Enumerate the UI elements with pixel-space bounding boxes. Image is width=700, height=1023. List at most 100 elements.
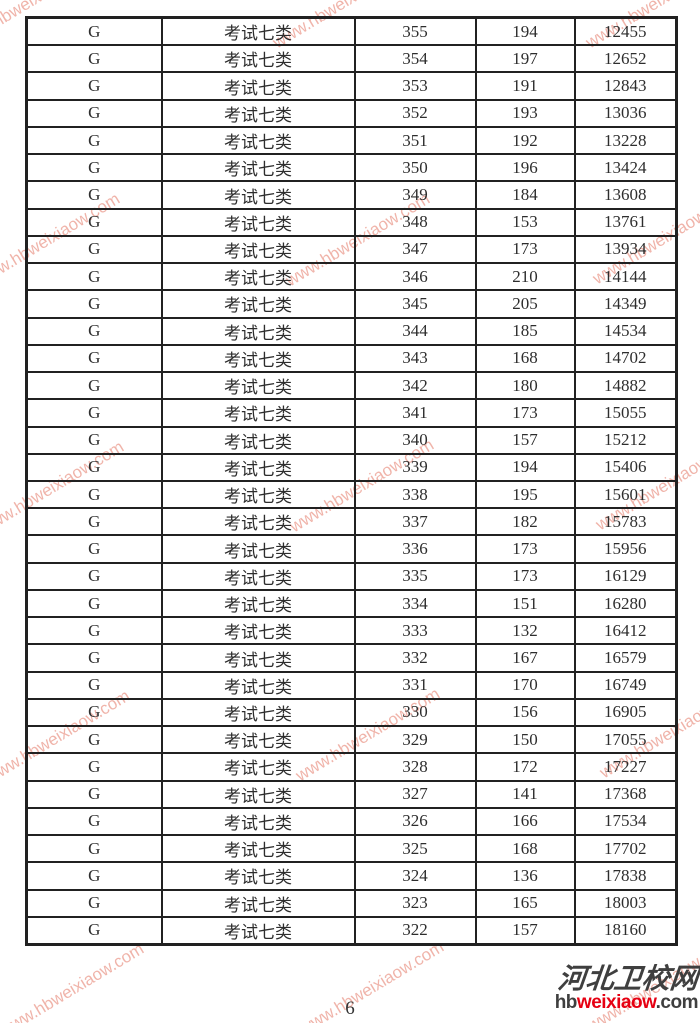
cell-group: G: [25, 316, 163, 346]
logo-domain: hbweixiaow.com: [554, 992, 699, 1014]
cell-score: 333: [353, 616, 477, 646]
cell-group: G: [25, 752, 163, 782]
table-row: G 考试七类 327 141 17368: [25, 779, 678, 809]
cell-group: G: [25, 262, 163, 292]
cell-score: 354: [353, 44, 477, 74]
logo-domain-prefix: hb: [554, 992, 578, 1014]
cell-cumulative: 17055: [573, 725, 678, 755]
cell-count: 184: [474, 180, 576, 210]
cell-group: G: [25, 806, 163, 837]
cell-score: 335: [353, 561, 477, 591]
cell-score: 347: [353, 234, 477, 265]
cell-score: 339: [353, 452, 477, 482]
cell-cumulative: 12652: [573, 44, 678, 74]
cell-group: G: [25, 289, 163, 319]
cell-score: 350: [353, 153, 477, 183]
cell-category: 考试七类: [160, 425, 356, 455]
cell-category: 考试七类: [160, 452, 356, 482]
cell-score: 340: [353, 425, 477, 455]
table-row: G 考试七类 336 173 15956: [25, 534, 678, 564]
logo-domain-suffix: .com: [655, 992, 699, 1014]
cell-count: 153: [474, 207, 576, 237]
cell-group: G: [25, 125, 163, 156]
cell-count: 156: [474, 697, 576, 728]
cell-score: 329: [353, 725, 477, 755]
cell-score: 349: [353, 180, 477, 210]
cell-count: 173: [474, 534, 576, 564]
cell-group: G: [25, 888, 163, 918]
cell-category: 考试七类: [160, 479, 356, 510]
cell-count: 157: [474, 915, 576, 946]
cell-category: 考试七类: [160, 534, 356, 564]
cell-count: 180: [474, 371, 576, 401]
cell-category: 考试七类: [160, 234, 356, 265]
cell-group: G: [25, 153, 163, 183]
cell-group: G: [25, 371, 163, 401]
cell-group: G: [25, 588, 163, 619]
cell-count: 205: [474, 289, 576, 319]
cell-cumulative: 17368: [573, 779, 678, 809]
cell-category: 考试七类: [160, 153, 356, 183]
cell-count: 166: [474, 806, 576, 837]
cell-cumulative: 18160: [573, 915, 678, 946]
score-table: G 考试七类 355 194 12455 G 考试七类 354 197 12652 G 考试七类 353…: [25, 16, 678, 946]
cell-cumulative: 17838: [573, 861, 678, 891]
table-row: G 考试七类 354 197 12652: [25, 44, 678, 74]
cell-group: G: [25, 534, 163, 564]
cell-score: 344: [353, 316, 477, 346]
cell-count: 132: [474, 616, 576, 646]
cell-category: 考试七类: [160, 16, 356, 47]
table-row: G 考试七类 331 170 16749: [25, 670, 678, 700]
table-row: G 考试七类 329 150 17055: [25, 725, 678, 755]
cell-score: 342: [353, 371, 477, 401]
cell-cumulative: 16412: [573, 616, 678, 646]
cell-cumulative: 14702: [573, 343, 678, 374]
cell-category: 考试七类: [160, 125, 356, 156]
table-row: G 考试七类 342 180 14882: [25, 371, 678, 401]
score-table-body: G 考试七类 355 194 12455 G 考试七类 354 197 12652 G 考试七类 353…: [25, 16, 678, 946]
cell-cumulative: 14349: [573, 289, 678, 319]
cell-category: 考试七类: [160, 779, 356, 809]
cell-category: 考试七类: [160, 888, 356, 918]
cell-category: 考试七类: [160, 316, 356, 346]
table-row: G 考试七类 337 182 15783: [25, 507, 678, 537]
cell-count: 136: [474, 861, 576, 891]
cell-category: 考试七类: [160, 806, 356, 837]
cell-cumulative: 14144: [573, 262, 678, 292]
cell-cumulative: 15406: [573, 452, 678, 482]
cell-count: 194: [474, 452, 576, 482]
cell-score: 355: [353, 16, 477, 47]
cell-cumulative: 13934: [573, 234, 678, 265]
cell-group: G: [25, 425, 163, 455]
cell-count: 192: [474, 125, 576, 156]
cell-count: 165: [474, 888, 576, 918]
table-row: G 考试七类 353 191 12843: [25, 71, 678, 101]
cell-count: 173: [474, 234, 576, 265]
cell-cumulative: 17227: [573, 752, 678, 782]
cell-score: 348: [353, 207, 477, 237]
table-row: G 考试七类 326 166 17534: [25, 806, 678, 837]
cell-category: 考试七类: [160, 507, 356, 537]
cell-category: 考试七类: [160, 670, 356, 700]
logo-domain-accent: weixiaow: [576, 992, 656, 1014]
table-row: G 考试七类 333 132 16412: [25, 616, 678, 646]
cell-cumulative: 16280: [573, 588, 678, 619]
table-row: G 考试七类 346 210 14144: [25, 262, 678, 292]
table-row: G 考试七类 335 173 16129: [25, 561, 678, 591]
cell-score: 351: [353, 125, 477, 156]
cell-score: 330: [353, 697, 477, 728]
table-row: G 考试七类 344 185 14534: [25, 316, 678, 346]
cell-score: 327: [353, 779, 477, 809]
cell-category: 考试七类: [160, 725, 356, 755]
cell-score: 338: [353, 479, 477, 510]
cell-group: G: [25, 779, 163, 809]
cell-count: 157: [474, 425, 576, 455]
cell-category: 考试七类: [160, 71, 356, 101]
cell-group: G: [25, 725, 163, 755]
cell-category: 考试七类: [160, 834, 356, 864]
cell-score: 334: [353, 588, 477, 619]
cell-score: 324: [353, 861, 477, 891]
cell-score: 337: [353, 507, 477, 537]
cell-score: 328: [353, 752, 477, 782]
